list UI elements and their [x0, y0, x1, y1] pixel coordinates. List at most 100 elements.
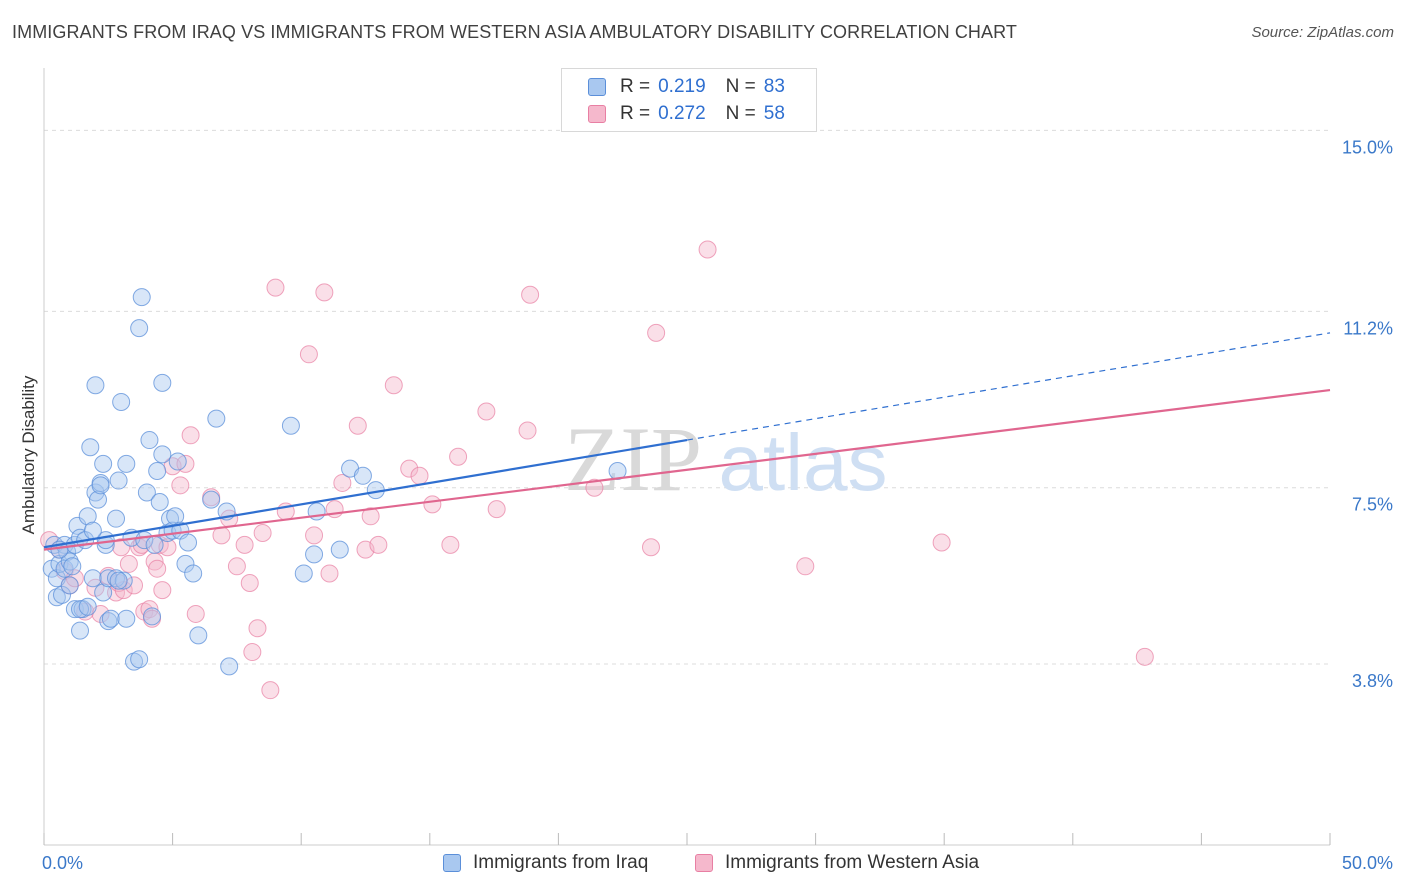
data-point-iraq	[63, 557, 82, 576]
data-point-iraq	[107, 509, 126, 528]
data-point-iraq	[60, 576, 79, 595]
y-tick-label: 11.2%	[1343, 318, 1393, 338]
data-point-iraq	[184, 564, 203, 583]
data-point-iraq	[220, 657, 239, 676]
legend-n-label: N =	[725, 76, 756, 97]
y-tick-labels: 3.8% 7.5% 11.2% 15.0%	[1342, 137, 1393, 691]
legend-n-label: N =	[725, 103, 756, 124]
data-point-western-asia	[148, 559, 167, 578]
data-point-iraq	[94, 583, 113, 602]
correlation-legend: R = 0.219 N = 83 R = 0.272 N = 58	[561, 68, 817, 132]
chart-title: IMMIGRANTS FROM IRAQ VS IMMIGRANTS FROM …	[12, 22, 1018, 42]
trend-lines	[43, 332, 1331, 551]
data-point-western-asia	[400, 459, 419, 478]
data-point-western-asia	[361, 507, 380, 526]
data-point-western-asia	[410, 466, 429, 485]
data-point-iraq	[125, 652, 144, 671]
data-point-iraq	[117, 454, 136, 473]
data-point-iraq	[150, 492, 169, 511]
data-point-iraq	[330, 540, 349, 559]
data-point-iraq	[145, 535, 164, 554]
data-point-western-asia	[1135, 647, 1154, 666]
data-point-iraq	[140, 431, 159, 450]
bottom-legend-swatch-iraq	[443, 854, 461, 872]
data-point-iraq	[153, 445, 172, 464]
data-point-western-asia	[585, 478, 604, 497]
bottom-legend-iraq: Immigrants from Iraq	[443, 852, 648, 874]
watermark: ZIP atlas	[564, 408, 887, 510]
data-point-iraq	[60, 552, 79, 571]
y-tick-label: 3.8%	[1352, 671, 1393, 691]
legend-n-value: 58	[763, 103, 785, 124]
data-point-western-asia	[477, 402, 496, 421]
data-point-western-asia	[261, 681, 280, 700]
data-point-iraq	[71, 621, 90, 640]
data-point-western-asia	[132, 535, 151, 554]
data-point-western-asia	[333, 473, 352, 492]
data-point-western-asia	[299, 345, 318, 364]
grid-lines	[44, 129, 1330, 665]
data-point-iraq	[305, 545, 324, 564]
data-point-iraq	[130, 650, 149, 669]
data-point-iraq	[86, 376, 105, 395]
data-point-western-asia	[441, 535, 460, 554]
source-label: Source: ZipAtlas.com	[1251, 24, 1394, 41]
data-point-western-asia	[186, 604, 205, 623]
data-point-western-asia	[227, 557, 246, 576]
data-point-western-asia	[647, 323, 666, 342]
data-point-western-asia	[932, 533, 951, 552]
data-point-iraq	[294, 564, 313, 583]
data-point-iraq	[168, 452, 187, 471]
data-point-iraq	[53, 585, 72, 604]
data-point-iraq	[109, 571, 128, 590]
data-point-iraq	[99, 612, 118, 631]
data-point-western-asia	[119, 554, 138, 573]
trend-line-iraq-projection	[686, 332, 1331, 441]
data-point-iraq	[78, 597, 97, 616]
data-point-western-asia	[266, 278, 285, 297]
data-point-iraq	[130, 319, 149, 338]
y-axis-label: Ambulatory Disability	[19, 375, 38, 534]
data-point-western-asia	[315, 283, 334, 302]
data-point-iraq	[47, 588, 66, 607]
data-point-iraq	[83, 521, 102, 540]
data-point-western-asia	[181, 426, 200, 445]
data-point-iraq	[207, 409, 226, 428]
data-point-iraq	[117, 609, 136, 628]
data-point-iraq	[132, 288, 151, 307]
data-point-western-asia	[248, 619, 267, 638]
data-point-iraq	[94, 454, 113, 473]
data-point-iraq	[109, 471, 128, 490]
data-point-western-asia	[235, 535, 254, 554]
data-point-iraq	[148, 462, 167, 481]
bottom-legend-swatch-western-asia	[695, 854, 713, 872]
data-point-western-asia	[240, 573, 259, 592]
y-tick-label: 15.0%	[1342, 137, 1393, 157]
legend-n-value: 83	[763, 76, 785, 97]
data-point-western-asia	[348, 416, 367, 435]
data-point-western-asia	[423, 495, 442, 514]
data-point-iraq	[137, 483, 156, 502]
data-point-western-asia	[641, 538, 660, 557]
legend-r-label: R =	[620, 103, 651, 124]
data-point-iraq	[112, 392, 131, 411]
data-point-western-asia	[243, 643, 262, 662]
legend-row-iraq: R = 0.219 N = 83	[588, 76, 785, 98]
data-point-iraq	[78, 507, 97, 526]
bottom-legend-label-iraq: Immigrants from Iraq	[473, 852, 649, 873]
data-point-western-asia	[449, 447, 468, 466]
x-tick-label: 50.0%	[1342, 853, 1393, 873]
x-tick-label: 0.0%	[42, 853, 83, 873]
legend-r-value: 0.219	[658, 76, 706, 97]
axes	[43, 68, 1331, 846]
legend-r-value: 0.272	[658, 103, 706, 124]
legend-r-label: R =	[620, 76, 651, 97]
data-point-iraq	[114, 571, 133, 590]
data-point-iraq	[91, 476, 110, 495]
data-point-iraq	[202, 490, 221, 509]
data-point-iraq	[189, 626, 208, 645]
bottom-legend-label-western-asia: Immigrants from Western Asia	[725, 852, 980, 873]
data-point-western-asia	[521, 285, 540, 304]
data-point-western-asia	[253, 523, 272, 542]
